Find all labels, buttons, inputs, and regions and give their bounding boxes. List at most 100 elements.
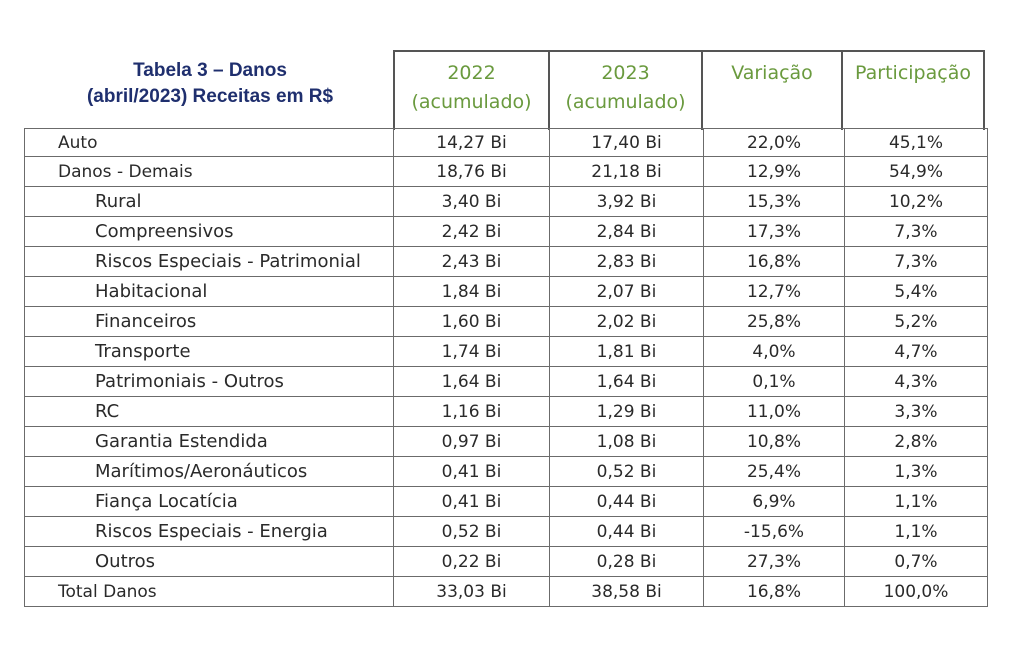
cell-participacao: 2,8% (844, 426, 988, 457)
cell-2022: 0,41 Bi (393, 456, 550, 487)
cell-variacao: 0,1% (703, 366, 845, 397)
cell-2023: 1,29 Bi (549, 396, 704, 427)
cell-participacao: 10,2% (844, 186, 988, 217)
cell-2022: 2,42 Bi (393, 216, 550, 247)
cell-variacao: 6,9% (703, 486, 845, 517)
cell-participacao: 7,3% (844, 246, 988, 277)
column-header-2023: 2023 (acumulado) (550, 52, 703, 130)
row-label: Riscos Especiais - Energia (24, 516, 394, 547)
cell-2022: 33,03 Bi (393, 576, 550, 607)
row-label: Fiança Locatícia (24, 486, 394, 517)
cell-2023: 21,18 Bi (549, 156, 704, 187)
cell-variacao: 4,0% (703, 336, 845, 367)
cell-variacao: 11,0% (703, 396, 845, 427)
cell-2022: 14,27 Bi (393, 128, 550, 157)
table-title: Tabela 3 – Danos (abril/2023) Receitas e… (30, 58, 390, 110)
cell-2023: 2,07 Bi (549, 276, 704, 307)
cell-2022: 1,16 Bi (393, 396, 550, 427)
cell-participacao: 54,9% (844, 156, 988, 187)
cell-2023: 1,08 Bi (549, 426, 704, 457)
cell-2023: 3,92 Bi (549, 186, 704, 217)
row-label: Auto (24, 128, 394, 157)
column-header-participacao: Participação (843, 52, 985, 130)
row-label: Danos - Demais (24, 156, 394, 187)
column-header-participacao-label: Participação (855, 62, 971, 84)
table-title-line2: (abril/2023) Receitas em R$ (86, 86, 334, 107)
cell-2023: 17,40 Bi (549, 128, 704, 157)
row-label: Marítimos/Aeronáuticos (24, 456, 394, 487)
cell-2022: 0,41 Bi (393, 486, 550, 517)
cell-2022: 1,64 Bi (393, 366, 550, 397)
cell-2022: 18,76 Bi (393, 156, 550, 187)
cell-2022: 2,43 Bi (393, 246, 550, 277)
cell-participacao: 0,7% (844, 546, 988, 577)
cell-participacao: 5,4% (844, 276, 988, 307)
column-header-2023-year: 2023 (601, 62, 650, 84)
row-label: Outros (24, 546, 394, 577)
cell-variacao: 15,3% (703, 186, 845, 217)
table-row: Habitacional 1,84 Bi 2,07 Bi 12,7% 5,4% (24, 276, 988, 307)
cell-variacao: 25,4% (703, 456, 845, 487)
row-label: Rural (24, 186, 394, 217)
table-row: Fiança Locatícia 0,41 Bi 0,44 Bi 6,9% 1,1% (24, 486, 988, 517)
cell-participacao: 4,7% (844, 336, 988, 367)
table-row: Marítimos/Aeronáuticos 0,41 Bi 0,52 Bi 25,4… (24, 456, 988, 487)
row-label: Riscos Especiais - Patrimonial (24, 246, 394, 277)
cell-participacao: 1,1% (844, 516, 988, 547)
cell-variacao: 16,8% (703, 576, 845, 607)
cell-2023: 1,81 Bi (549, 336, 704, 367)
cell-participacao: 100,0% (844, 576, 988, 607)
cell-participacao: 45,1% (844, 128, 988, 157)
table-row: Patrimoniais - Outros 1,64 Bi 1,64 Bi 0,1% 4… (24, 366, 988, 397)
row-label: Patrimoniais - Outros (24, 366, 394, 397)
table-row: Garantia Estendida 0,97 Bi 1,08 Bi 10,8% 2,8… (24, 426, 988, 457)
row-label: Garantia Estendida (24, 426, 394, 457)
table-row: Financeiros 1,60 Bi 2,02 Bi 25,8% 5,2% (24, 306, 988, 337)
cell-2023: 38,58 Bi (549, 576, 704, 607)
column-headers: 2022 (acumulado) 2023 (acumulado) Variaç… (393, 50, 985, 130)
table-row: Compreensivos 2,42 Bi 2,84 Bi 17,3% 7,3% (24, 216, 988, 247)
cell-variacao: 22,0% (703, 128, 845, 157)
table-row: Danos - Demais 18,76 Bi 21,18 Bi 12,9% 54,9% (24, 156, 988, 187)
cell-participacao: 4,3% (844, 366, 988, 397)
cell-2022: 1,74 Bi (393, 336, 550, 367)
data-table: Auto 14,27 Bi 17,40 Bi 22,0% 45,1% Danos - De… (24, 128, 988, 607)
cell-2022: 0,22 Bi (393, 546, 550, 577)
cell-2022: 1,60 Bi (393, 306, 550, 337)
cell-participacao: 3,3% (844, 396, 988, 427)
column-header-2022-year: 2022 (447, 62, 496, 84)
cell-variacao: 10,8% (703, 426, 845, 457)
cell-participacao: 7,3% (844, 216, 988, 247)
column-header-variacao: Variação (703, 52, 843, 130)
table-body: Auto 14,27 Bi 17,40 Bi 22,0% 45,1% Danos - De… (24, 128, 988, 607)
table-title-line1: Tabela 3 – Danos (133, 60, 287, 81)
table-row: Riscos Especiais - Patrimonial 2,43 Bi 2,8… (24, 246, 988, 277)
cell-variacao: 16,8% (703, 246, 845, 277)
cell-participacao: 1,1% (844, 486, 988, 517)
row-label: Financeiros (24, 306, 394, 337)
cell-2022: 3,40 Bi (393, 186, 550, 217)
row-label: Compreensivos (24, 216, 394, 247)
cell-participacao: 5,2% (844, 306, 988, 337)
cell-2023: 1,64 Bi (549, 366, 704, 397)
cell-participacao: 1,3% (844, 456, 988, 487)
row-label: Transporte (24, 336, 394, 367)
row-label: Habitacional (24, 276, 394, 307)
column-header-2022: 2022 (acumulado) (395, 52, 550, 130)
cell-2023: 0,44 Bi (549, 486, 704, 517)
cell-2022: 1,84 Bi (393, 276, 550, 307)
table-row: Outros 0,22 Bi 0,28 Bi 27,3% 0,7% (24, 546, 988, 577)
cell-2023: 2,83 Bi (549, 246, 704, 277)
cell-2023: 2,84 Bi (549, 216, 704, 247)
row-label: RC (24, 396, 394, 427)
cell-variacao: 25,8% (703, 306, 845, 337)
column-header-variacao-label: Variação (731, 62, 813, 84)
cell-2023: 0,44 Bi (549, 516, 704, 547)
cell-2022: 0,97 Bi (393, 426, 550, 457)
row-label: Total Danos (24, 576, 394, 607)
cell-2023: 0,28 Bi (549, 546, 704, 577)
cell-variacao: 12,9% (703, 156, 845, 187)
cell-2023: 0,52 Bi (549, 456, 704, 487)
cell-variacao: 12,7% (703, 276, 845, 307)
table-row: Total Danos 33,03 Bi 38,58 Bi 16,8% 100,0% (24, 576, 988, 607)
